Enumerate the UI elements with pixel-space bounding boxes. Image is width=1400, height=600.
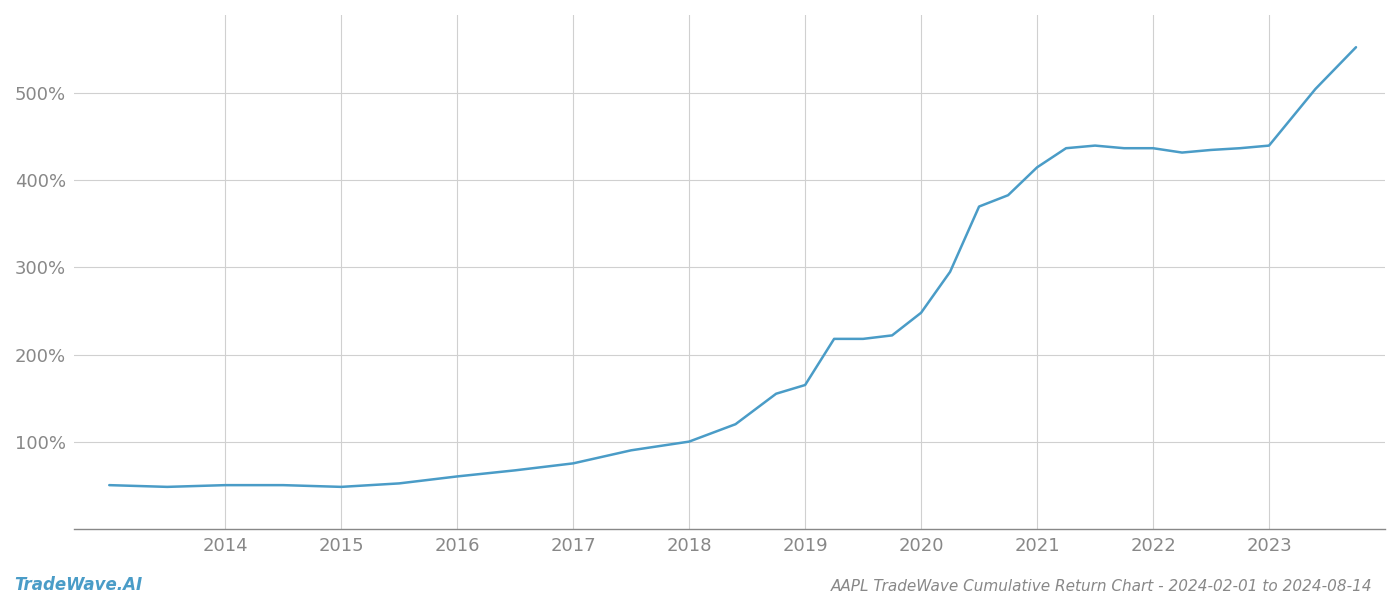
Text: AAPL TradeWave Cumulative Return Chart - 2024-02-01 to 2024-08-14: AAPL TradeWave Cumulative Return Chart -… [830, 579, 1372, 594]
Text: TradeWave.AI: TradeWave.AI [14, 576, 143, 594]
